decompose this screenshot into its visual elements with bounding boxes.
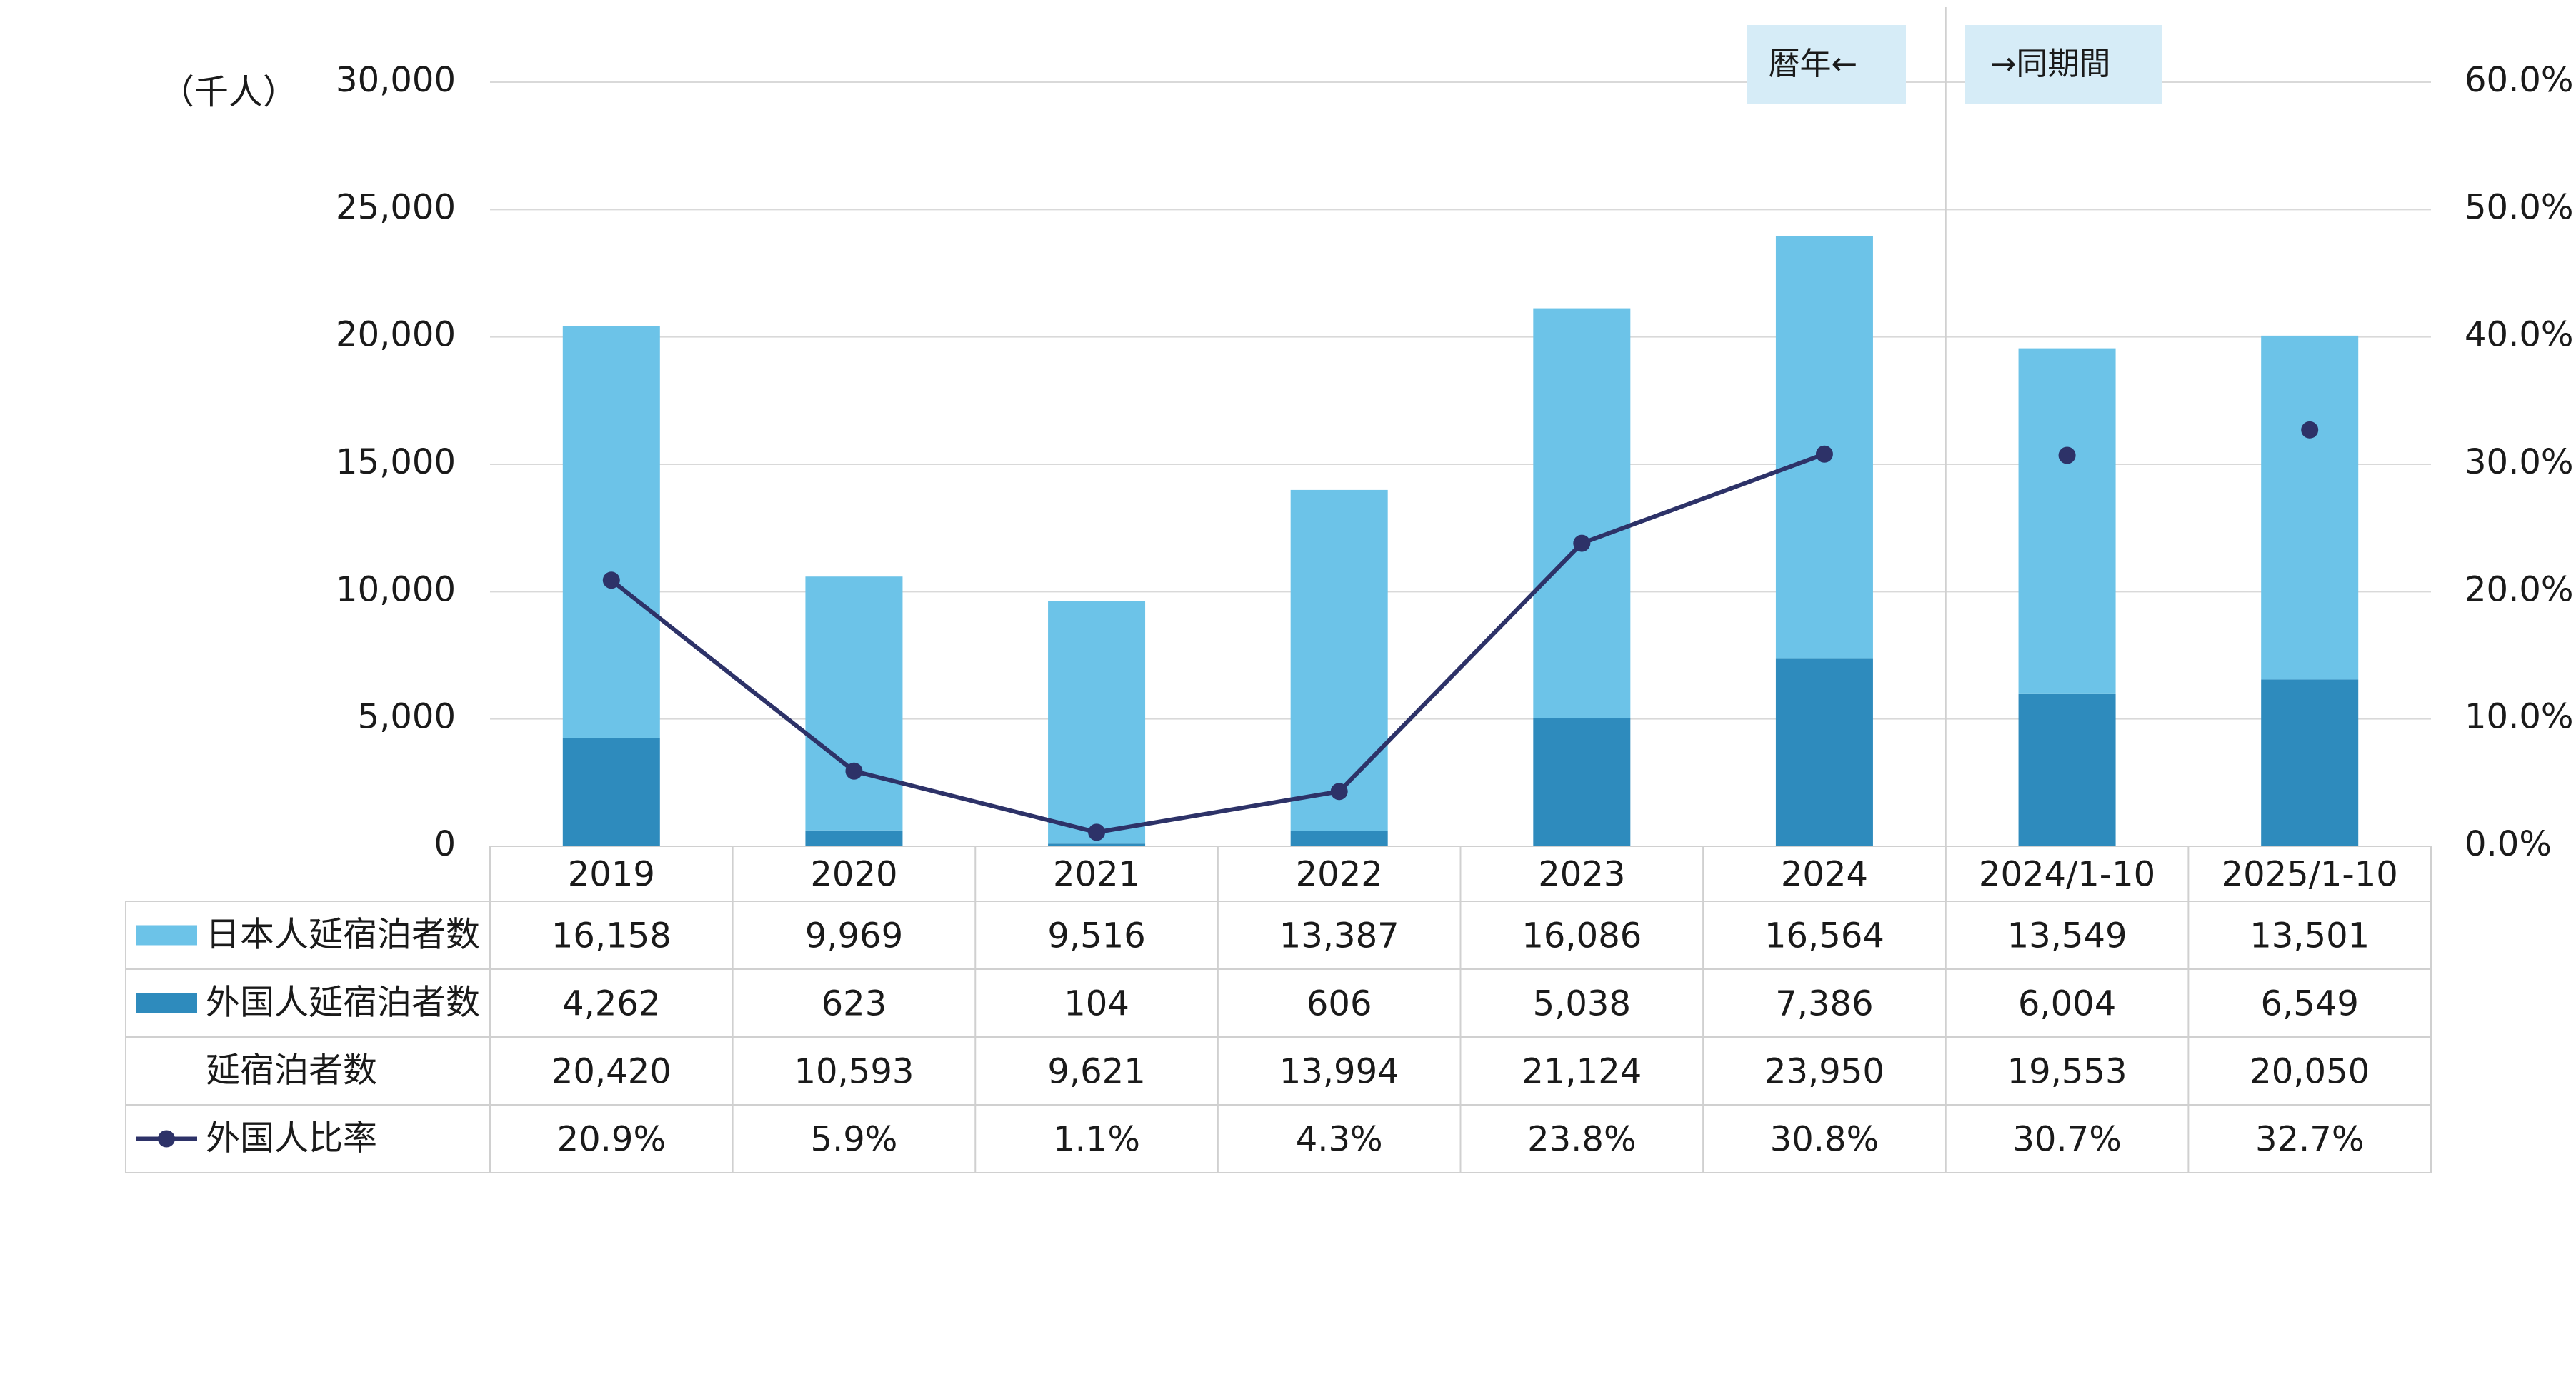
bar-foreign	[805, 830, 903, 846]
y-tick-label: 0	[434, 824, 456, 864]
bar-foreign	[1048, 843, 1146, 846]
data-label: 5,038	[1533, 984, 1631, 1024]
series-name: 延宿泊者数	[206, 1051, 377, 1091]
bar-japanese	[1290, 489, 1388, 831]
ratio-point	[2301, 421, 2319, 439]
data-label: 9,621	[1047, 1052, 1145, 1092]
x-tick-label: 2024	[1781, 855, 1868, 895]
bar-foreign	[562, 737, 660, 846]
bar-japanese	[2261, 335, 2359, 680]
y-axis-unit-label: （千人）	[160, 72, 297, 112]
y-tick-label: 5,000	[358, 697, 456, 737]
data-label: 9,516	[1047, 916, 1145, 956]
data-label: 9,969	[805, 916, 903, 956]
ratio-point	[602, 571, 620, 589]
y2-tick-label: 10.0%	[2465, 697, 2573, 737]
y-tick-label: 15,000	[336, 442, 456, 482]
annotation-box-period	[1965, 25, 2162, 104]
data-label: 19,553	[2007, 1052, 2127, 1092]
data-label: 21,124	[1522, 1052, 1642, 1092]
ratio-point	[845, 762, 863, 780]
data-label: 16,086	[1522, 916, 1642, 956]
y-tick-label: 10,000	[336, 569, 456, 609]
data-label: 16,564	[1764, 916, 1884, 956]
bar-foreign	[2018, 693, 2116, 846]
ratio-point	[1088, 823, 1106, 841]
x-tick-label: 2025/1-10	[2222, 855, 2398, 895]
series-name: 外国人比率	[206, 1118, 377, 1158]
bar-foreign	[1533, 718, 1631, 846]
data-label: 23.8%	[1527, 1120, 1636, 1160]
x-tick-label: 2019	[568, 855, 655, 895]
y2-tick-label: 30.0%	[2465, 442, 2573, 482]
bar-japanese	[1533, 308, 1631, 718]
series-name: 日本人延宿泊者数	[206, 915, 480, 955]
data-label: 30.7%	[2012, 1120, 2121, 1160]
x-tick-label: 2022	[1296, 855, 1383, 895]
data-label: 623	[822, 984, 887, 1024]
y2-tick-label: 20.0%	[2465, 569, 2573, 609]
ratio-point	[1573, 534, 1591, 552]
bar-japanese	[805, 576, 903, 831]
bar-japanese	[562, 326, 660, 738]
bar-japanese	[2018, 348, 2116, 694]
data-label: 7,386	[1775, 984, 1873, 1024]
data-label: 13,549	[2007, 916, 2127, 956]
legend-swatch	[136, 925, 197, 946]
y-tick-label: 30,000	[336, 60, 456, 100]
x-tick-label: 2023	[1538, 855, 1625, 895]
y-tick-label: 20,000	[336, 315, 456, 355]
data-label: 30.8%	[1770, 1120, 1879, 1160]
x-tick-label: 2024/1-10	[1979, 855, 2155, 895]
annotation-same-period: →同期間	[1990, 46, 2111, 82]
bar-foreign	[2261, 679, 2359, 846]
data-label: 20.9%	[557, 1120, 666, 1160]
data-label: 4,262	[562, 984, 660, 1024]
data-label: 4.3%	[1296, 1120, 1383, 1160]
x-tick-label: 2021	[1053, 855, 1140, 895]
annotation-box-calendar	[1747, 25, 1906, 104]
data-label: 104	[1064, 984, 1129, 1024]
legend-swatch	[136, 993, 197, 1013]
y2-tick-label: 0.0%	[2465, 824, 2552, 864]
y-tick-label: 25,000	[336, 187, 456, 227]
y2-tick-label: 50.0%	[2465, 187, 2573, 227]
annotation-calendar-year: 暦年←	[1769, 46, 1858, 82]
data-label: 606	[1307, 984, 1372, 1024]
ratio-point	[1330, 783, 1348, 801]
data-label: 20,420	[551, 1052, 672, 1092]
data-label: 13,994	[1279, 1052, 1399, 1092]
data-label: 10,593	[794, 1052, 914, 1092]
data-label: 13,387	[1279, 916, 1399, 956]
legend-marker	[158, 1130, 175, 1148]
data-label: 16,158	[551, 916, 672, 956]
ratio-point	[2058, 446, 2076, 464]
data-label: 6,549	[2260, 984, 2358, 1024]
bar-japanese	[1048, 601, 1146, 844]
y2-tick-label: 40.0%	[2465, 315, 2573, 355]
data-label: 1.1%	[1053, 1120, 1140, 1160]
series-name: 外国人延宿泊者数	[206, 983, 480, 1023]
bar-foreign	[1290, 831, 1388, 846]
ratio-point	[1815, 445, 1833, 463]
data-label: 23,950	[1764, 1052, 1884, 1092]
data-label: 13,501	[2250, 916, 2370, 956]
data-label: 5.9%	[810, 1120, 897, 1160]
data-label: 6,004	[2018, 984, 2116, 1024]
data-label: 32.7%	[2255, 1120, 2364, 1160]
y2-tick-label: 60.0%	[2465, 60, 2573, 100]
x-tick-label: 2020	[810, 855, 897, 895]
bar-foreign	[1775, 658, 1873, 846]
data-label: 20,050	[2250, 1052, 2370, 1092]
ratio-line	[609, 451, 1825, 835]
